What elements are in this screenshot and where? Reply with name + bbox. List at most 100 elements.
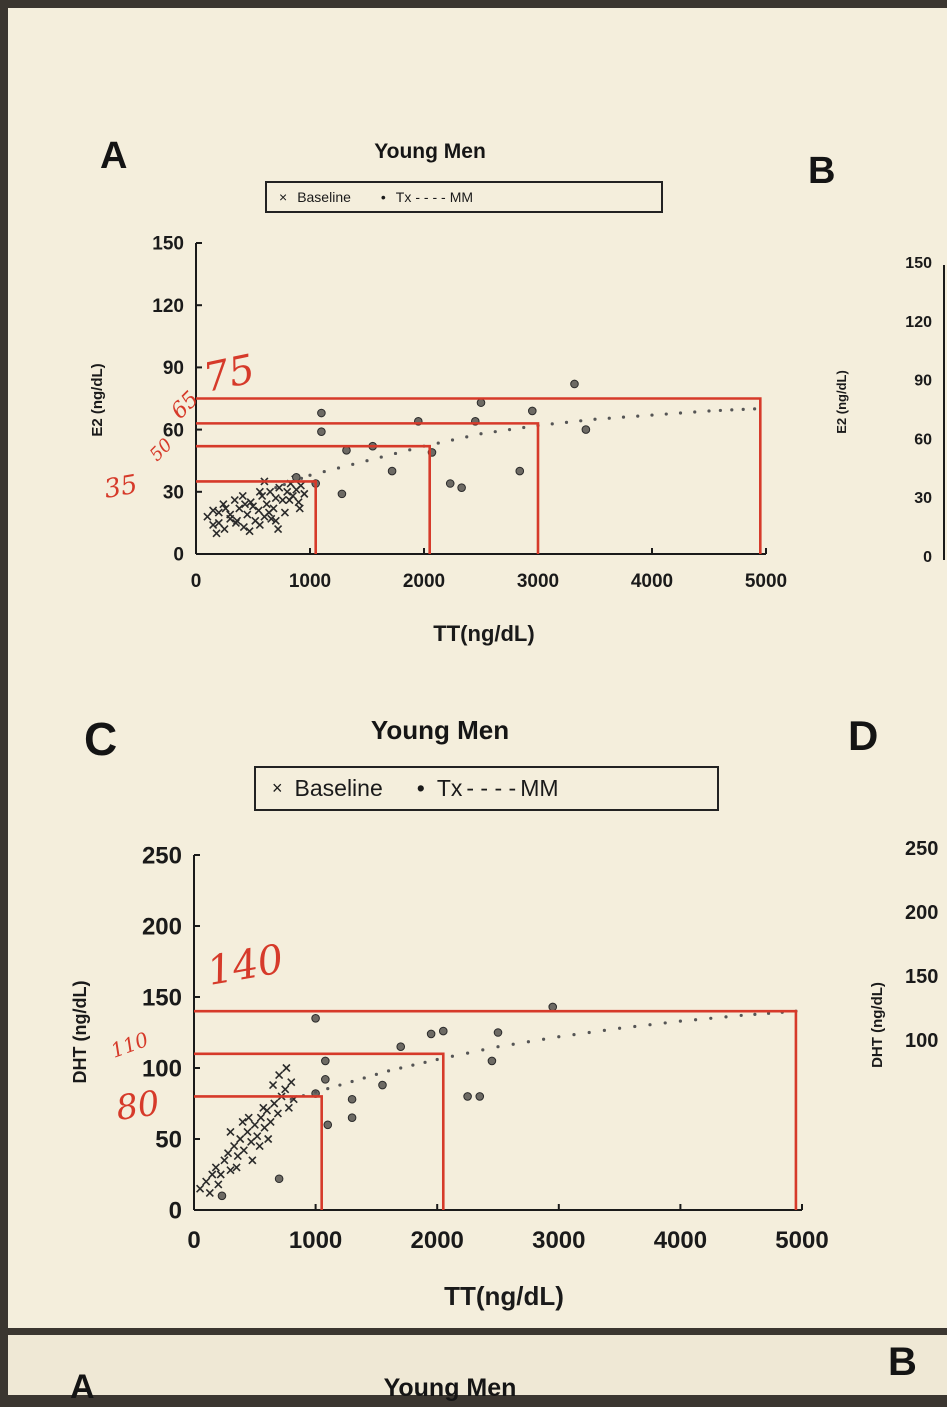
chart-a-baseline-point-stroke (232, 516, 242, 525)
panel-letter-a: A (100, 135, 128, 177)
chart-a-tx-point (528, 406, 537, 416)
chart-c-baseline-point-stroke (282, 1063, 291, 1073)
chart-a-mm-dot (393, 451, 398, 456)
chart-a-baseline-point-stroke (246, 498, 255, 507)
annotation-a-65: 65 (167, 387, 204, 424)
legend-mm-label: MM (449, 189, 474, 205)
annotation-a-35: 35 (102, 470, 140, 505)
chart-c-baseline-point (216, 1170, 225, 1179)
chart-a-mm-dot (650, 413, 654, 417)
chart-a-baseline-point-stroke (251, 516, 260, 525)
chart-c-mm-dot (411, 1063, 415, 1067)
chart-a-baseline-point-stroke (295, 504, 304, 513)
chart-a-baseline-point (295, 504, 304, 513)
chart-a-baseline-point-stroke (239, 522, 248, 532)
chart-a-tx-point (337, 489, 347, 499)
chart-c-baseline-point-stroke (275, 1071, 284, 1080)
chart-a-baseline-point-stroke (275, 483, 284, 492)
chart-c-baseline-point (266, 1117, 275, 1127)
chart-a-mm-dot (753, 407, 757, 411)
chart-c-mm-dot (542, 1037, 546, 1041)
chart-c-baseline-point (275, 1071, 284, 1080)
chart-a-baseline-point-stroke (271, 516, 280, 525)
chart-a-baseline-point-stroke (258, 491, 267, 501)
chart-c-xtick-label: 0 (187, 1227, 200, 1254)
chart-c-ytick-label: 100 (142, 1055, 182, 1082)
chart-a-baseline-point (230, 496, 239, 505)
chart-a-baseline-point-stroke (238, 491, 247, 501)
chart-a-baseline-point (300, 489, 309, 498)
chart-a-baseline-point-stroke (294, 498, 303, 507)
chart-a-xtick-label: 4000 (631, 571, 673, 592)
chart-a-baseline-point-stroke (221, 504, 230, 513)
chart-c-mm-dot (633, 1024, 637, 1029)
chart-c-baseline-point (259, 1103, 268, 1112)
chart-a-baseline-point (220, 525, 229, 534)
chart-c-mm-dot (572, 1033, 576, 1037)
chart-a-mm-dot (707, 409, 711, 413)
chart-a-xlabel: TT(ng/dL) (433, 621, 534, 646)
chart-c-mm-dot (709, 1016, 713, 1020)
chart-a-ytick-label: 60 (163, 420, 184, 441)
chart-c-baseline-point-stroke (232, 1163, 241, 1172)
chart-c-tx-point (475, 1092, 485, 1101)
chart-a-mm-dot (718, 408, 723, 413)
chart-a-mm-dot (550, 422, 554, 426)
chart-c-mm-dot (753, 1012, 757, 1016)
chart-a-baseline-point (238, 491, 247, 501)
chart-a-baseline-point-stroke (230, 496, 239, 505)
chart-c-baseline-point-stroke (205, 1188, 214, 1198)
chart-c-tx-point (274, 1174, 284, 1184)
chart-a-baseline-point (264, 508, 274, 517)
chart-a-ytick-label: 150 (152, 234, 184, 255)
chart-c-red-pen-line (194, 1095, 323, 1210)
chart-a-baseline-point (219, 500, 228, 509)
chart-a-baseline-point-stroke (209, 506, 218, 515)
chart-c-baseline-point (233, 1151, 242, 1161)
chart-a-mm-dot (336, 466, 341, 470)
chart-a-mm-dot (607, 416, 611, 420)
chart-c-tx-point (311, 1014, 320, 1023)
chart-c-baseline-point-stroke (214, 1180, 223, 1189)
chart-a-baseline-point (283, 487, 292, 496)
chart-a-baseline-point-stroke (214, 518, 223, 527)
chart-a-baseline-point-stroke (267, 514, 276, 523)
chart-a-baseline-point-stroke (235, 504, 244, 513)
chart-c-mm-dot (511, 1042, 515, 1046)
legend-tx-label: Tx (395, 189, 412, 205)
chart-c-mm-dot (766, 1011, 771, 1015)
chart-a-baseline-point-stroke (203, 512, 212, 521)
panel-letter-c: C (84, 713, 118, 765)
chart-c-ytick-label: 0 (169, 1197, 182, 1224)
chart-c-xlabel: TT(ng/dL) (444, 1281, 564, 1311)
chart-c-baseline-point (232, 1163, 241, 1172)
chart-a-baseline-point (209, 520, 218, 530)
chart-c-baseline-point-stroke (223, 1149, 233, 1158)
chart-c-mm-dot (602, 1028, 607, 1032)
chart-c-mm-dot (399, 1066, 403, 1070)
chart-a-baseline-point-stroke (280, 508, 289, 517)
chart-a-baseline-point-stroke (226, 510, 235, 519)
legend-mm-label: MM (520, 775, 559, 801)
chart-a-baseline-point-stroke (274, 525, 283, 534)
chart-c-xtick-label: 3000 (532, 1227, 585, 1254)
chart-a-baseline-point (240, 500, 250, 509)
chart-a-mm-dot (664, 412, 668, 416)
panel-b-ylabel: E2 (ng/dL) (834, 370, 849, 434)
chart-a-title: Young Men (374, 140, 486, 163)
chart-c-mm-dot (374, 1072, 378, 1076)
chart-a-mm-dot (621, 415, 626, 419)
chart-a-xtick-label: 5000 (745, 571, 787, 592)
legend-mm-line: - - - - (415, 189, 446, 205)
chart-a-baseline-point (214, 508, 223, 517)
chart-a-tx-point (570, 379, 579, 389)
chart-a-tx-point (581, 425, 591, 434)
chart-a-baseline-point (212, 529, 221, 538)
chart-a-baseline-point (248, 502, 258, 511)
chart-c-baseline-point-stroke (255, 1142, 264, 1151)
panel-d-ytick-label: 150 (905, 966, 938, 988)
panel-b-ytick-label: 60 (914, 431, 932, 448)
chart-a-baseline-point (275, 483, 284, 492)
chart-c-baseline-point (273, 1109, 282, 1118)
